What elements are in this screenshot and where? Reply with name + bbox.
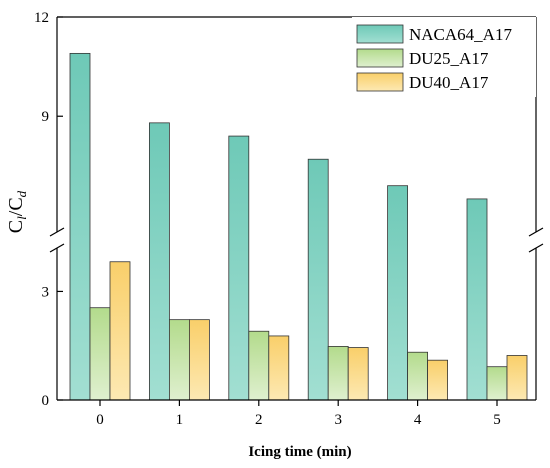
bar-du25-a17-4 <box>407 351 429 401</box>
y-axis-label: Cl/Cd <box>5 190 29 233</box>
axis-break-mark <box>49 227 65 237</box>
x-tick-label: 0 <box>96 412 104 428</box>
x-tick-label: 5 <box>493 412 501 428</box>
bar-naca64-a17-0 <box>69 52 91 401</box>
bar-du25-a17-0 <box>89 307 111 401</box>
bars-layer <box>69 52 528 401</box>
legend-label-naca64-a17: NACA64_A17 <box>409 25 512 44</box>
legend: NACA64_A17 DU25_A17 DU40_A17 <box>352 17 536 97</box>
bar-du40-a17-1 <box>188 319 210 401</box>
x-axis-label: Icing time (min) <box>248 444 351 460</box>
bar-du40-a17-5 <box>506 355 528 401</box>
bar-du40-a17-0 <box>109 261 131 401</box>
legend-swatch-du25-a17 <box>356 48 404 68</box>
axis-break-mark <box>528 227 544 237</box>
bar-naca64-a17-1 <box>148 122 170 401</box>
y-axis-label-sub1: l <box>14 216 29 220</box>
y-axis-label-mid: /C <box>5 197 27 216</box>
bar-du40-a17-3 <box>347 347 369 401</box>
y-tick-label: 0 <box>42 393 50 409</box>
y-tick-label: 9 <box>42 109 50 125</box>
y-axis-label-main: C <box>5 220 27 233</box>
legend-swatch-du40-a17 <box>356 72 404 92</box>
axis-break-mark <box>49 243 65 253</box>
legend-swatch-naca64-a17 <box>356 24 404 44</box>
bar-du25-a17-3 <box>327 346 349 401</box>
x-tick-label: 1 <box>176 412 184 428</box>
bar-naca64-a17-2 <box>228 135 250 401</box>
x-tick-label: 2 <box>255 412 263 428</box>
legend-label-du40-a17: DU40_A17 <box>409 73 489 92</box>
bar-du25-a17-5 <box>486 366 508 401</box>
legend-label-du25-a17: DU25_A17 <box>409 49 489 68</box>
bar-du25-a17-2 <box>248 330 270 401</box>
bar-du40-a17-2 <box>268 335 290 401</box>
y-tick-label: 3 <box>42 284 50 300</box>
bar-naca64-a17-5 <box>466 198 488 401</box>
bar-du25-a17-1 <box>168 319 190 401</box>
bar-naca64-a17-3 <box>307 158 329 401</box>
y-tick-label: 12 <box>34 10 49 26</box>
x-tick-label: 4 <box>414 412 422 428</box>
bar-naca64-a17-4 <box>387 185 409 401</box>
bar-du40-a17-4 <box>427 359 449 401</box>
x-tick-label: 3 <box>334 412 342 428</box>
axis-break-mark <box>528 243 544 253</box>
y-axis-label-sub2: d <box>14 190 29 197</box>
